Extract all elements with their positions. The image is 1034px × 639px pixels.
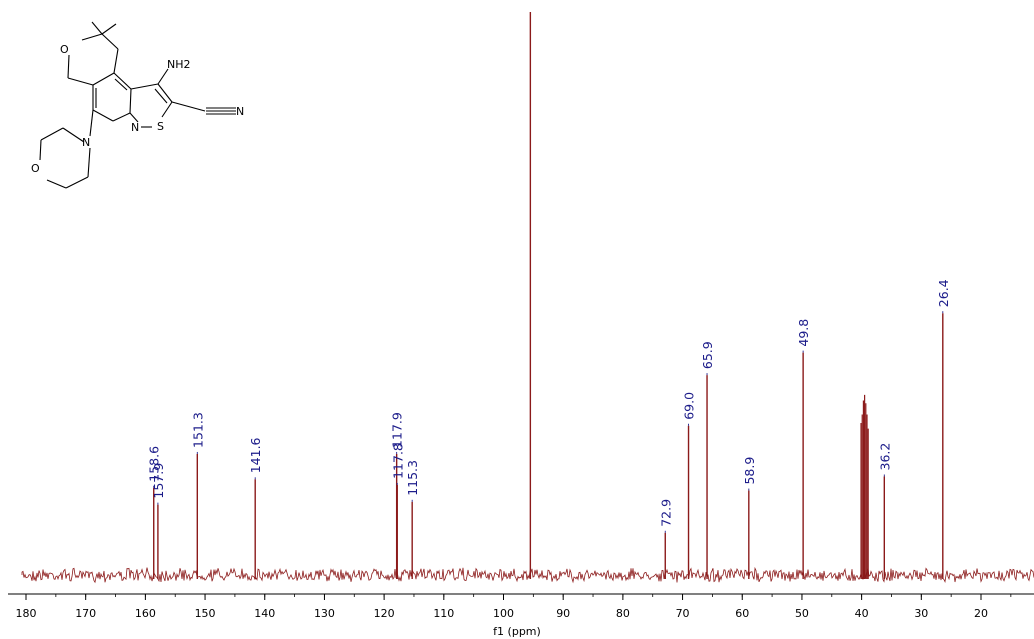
peak-label: 117.8 <box>390 443 405 479</box>
x-tick-label: 130 <box>314 607 335 620</box>
x-tick-label: 60 <box>735 607 749 620</box>
x-tick-label: 70 <box>676 607 690 620</box>
x-axis-label: f1 (ppm) <box>493 625 541 638</box>
x-tick-label: 80 <box>616 607 630 620</box>
x-tick-label: 110 <box>433 607 454 620</box>
peak-label: 26.4 <box>936 279 951 307</box>
x-tick-label: 150 <box>195 607 216 620</box>
peak-label: 69.0 <box>682 392 697 420</box>
peak-label: 158.6 <box>147 446 162 482</box>
x-tick-label: 20 <box>974 607 988 620</box>
x-tick-label: 100 <box>493 607 514 620</box>
baseline-noise-trace <box>21 566 1034 584</box>
x-tick-label: 40 <box>855 607 869 620</box>
x-tick-label: 50 <box>795 607 809 620</box>
x-tick-label: 180 <box>16 607 37 620</box>
atom-label-4: S <box>157 120 164 133</box>
x-tick-label: 120 <box>374 607 395 620</box>
atom-label-3: N <box>131 121 139 134</box>
x-tick-label: 90 <box>556 607 570 620</box>
peak-label: 117.9 <box>390 412 405 448</box>
x-tick-label: 30 <box>914 607 928 620</box>
peak-label: 157.9 <box>151 463 166 499</box>
peak-label: 151.3 <box>190 412 205 448</box>
x-tick-label: 160 <box>135 607 156 620</box>
molecule-structure <box>39 21 236 189</box>
x-tick-label: 170 <box>75 607 96 620</box>
peak-label: 141.6 <box>248 437 263 473</box>
x-tick-label: 140 <box>254 607 275 620</box>
peak-label: 115.3 <box>405 460 420 496</box>
atom-label-0: O <box>60 43 69 56</box>
peak-label: 58.9 <box>742 457 757 485</box>
atom-label-2: N <box>236 105 244 118</box>
peak-label: 49.8 <box>796 319 811 347</box>
atom-label-6: O <box>31 162 40 175</box>
peak-label: 65.9 <box>700 341 715 369</box>
peak-label: 72.9 <box>658 499 673 527</box>
peak-label: 36.2 <box>877 443 892 471</box>
atom-label-1: NH2 <box>167 58 191 71</box>
atom-label-5: N <box>82 136 90 149</box>
